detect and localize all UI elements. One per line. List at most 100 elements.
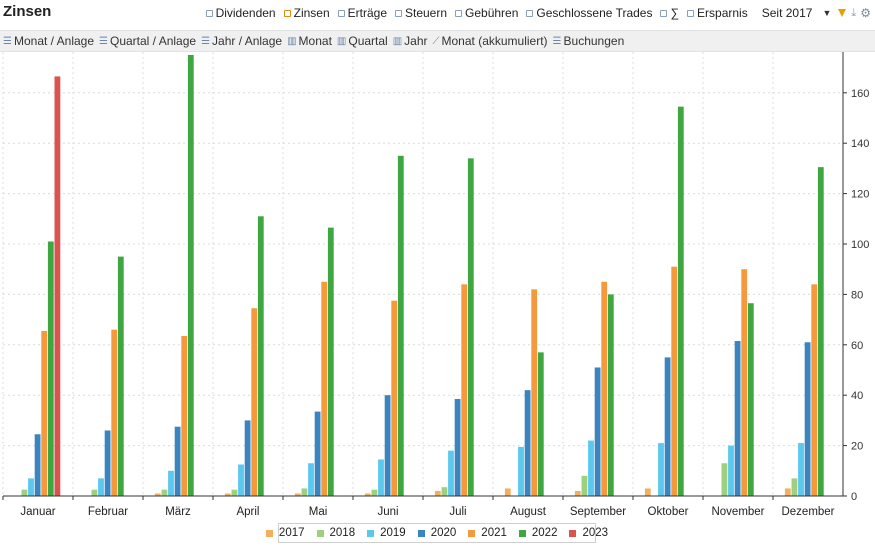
bar-2020-februar[interactable]	[104, 430, 111, 496]
bar-2018-mai[interactable]	[301, 488, 308, 496]
bar-2020-mai[interactable]	[314, 411, 321, 496]
bar-2019-oktober[interactable]	[658, 443, 664, 496]
bar-2022-juli[interactable]	[467, 158, 474, 496]
bar-2020-april[interactable]	[244, 420, 251, 496]
bar-2019-februar[interactable]	[98, 478, 104, 496]
bar-2020-juli[interactable]	[454, 398, 461, 496]
bar-2021-februar[interactable]	[111, 329, 118, 496]
bar-2020-märz[interactable]	[174, 426, 181, 496]
bar-2019-märz[interactable]	[168, 470, 174, 496]
bar-2021-november[interactable]	[741, 269, 748, 496]
bar-2017-juni[interactable]	[364, 493, 371, 496]
bar-2020-januar[interactable]	[34, 434, 41, 496]
bar-2020-dezember[interactable]	[804, 342, 811, 496]
bar-2022-oktober[interactable]	[677, 106, 684, 496]
bar-2021-oktober[interactable]	[671, 266, 678, 496]
view-month-cumulative[interactable]: ⟋ Monat (akkumuliert)	[432, 34, 548, 48]
toggle-ersparnis[interactable]: Ersparnis	[687, 6, 748, 20]
view-year[interactable]: ▥ Jahr	[392, 34, 428, 48]
bar-2022-november[interactable]	[747, 303, 754, 496]
bar-2017-märz[interactable]	[154, 493, 161, 496]
bar-2023-januar[interactable]	[54, 76, 61, 497]
bar-2018-september[interactable]	[581, 475, 588, 496]
view-year-asset[interactable]: ☰ Jahr / Anlage	[201, 34, 283, 48]
interest-chart: 0 20 40 60 80 100 120 140 160 Januar Februar März Ap…	[2, 52, 869, 518]
legend-label: 2022	[531, 527, 558, 539]
bar-2018-dezember[interactable]	[791, 478, 798, 496]
legend-item-2017[interactable]: 2017	[265, 527, 305, 539]
bar-2021-januar[interactable]	[41, 330, 48, 496]
bar-2019-mai[interactable]	[308, 463, 314, 496]
bar-2022-april[interactable]	[257, 216, 264, 496]
bar-2019-juli[interactable]	[448, 450, 454, 496]
since-select[interactable]: Seit 2017 ▼	[762, 6, 832, 20]
bar-2021-dezember[interactable]	[811, 284, 818, 496]
legend-item-2019[interactable]: 2019	[367, 527, 406, 539]
bar-2018-juni[interactable]	[371, 489, 378, 496]
bar-2019-januar[interactable]	[28, 478, 34, 496]
toggle-gebuehren[interactable]: Gebühren	[455, 6, 518, 20]
bar-2017-august[interactable]	[504, 488, 511, 496]
bar-2022-januar[interactable]	[47, 241, 54, 496]
toggle-steuern[interactable]: Steuern	[395, 6, 447, 20]
bar-2021-juni[interactable]	[391, 300, 398, 496]
bar-2022-mai[interactable]	[327, 227, 334, 496]
export-icon[interactable]: ⤓	[851, 6, 857, 19]
toggle-geschlossene-trades[interactable]: Geschlossene Trades	[526, 6, 652, 20]
view-month-asset[interactable]: ☰ Monat / Anlage	[3, 34, 95, 48]
bar-2018-februar[interactable]	[91, 489, 98, 496]
bar-2022-juni[interactable]	[397, 155, 404, 497]
bar-2017-september[interactable]	[574, 490, 581, 496]
toggle-zinsen[interactable]: Zinsen	[283, 6, 330, 20]
filter-icon[interactable]	[838, 9, 847, 17]
bar-2021-märz[interactable]	[181, 335, 188, 496]
bar-2022-august[interactable]	[537, 352, 544, 496]
checkbox-icon	[283, 9, 291, 17]
view-quarter[interactable]: ▥ Quartal	[336, 34, 388, 48]
view-quarter-asset[interactable]: ☰ Quartal / Anlage	[99, 34, 197, 48]
bar-2021-april[interactable]	[251, 308, 258, 496]
bar-2017-april[interactable]	[224, 493, 231, 496]
gear-icon[interactable]: ⚙	[860, 6, 871, 20]
bar-2022-dezember[interactable]	[817, 167, 824, 496]
y-tick-label: 140	[851, 138, 869, 150]
bar-2018-märz[interactable]	[161, 489, 168, 496]
bar-2019-september[interactable]	[588, 440, 594, 496]
bar-2019-juni[interactable]	[378, 459, 384, 496]
bar-2019-august[interactable]	[518, 446, 524, 496]
legend-item-2023[interactable]: 2023	[569, 527, 608, 539]
legend-item-2020[interactable]: 2020	[417, 527, 456, 539]
bar-2021-september[interactable]	[601, 281, 608, 496]
bar-2022-märz[interactable]	[187, 55, 194, 496]
bar-2021-mai[interactable]	[321, 281, 328, 496]
bar-2020-november[interactable]	[734, 341, 741, 496]
legend-item-2022[interactable]: 2022	[518, 527, 558, 539]
legend-item-2018[interactable]: 2018	[316, 527, 355, 539]
bar-2020-juni[interactable]	[384, 395, 391, 496]
x-tick-label: Januar	[20, 506, 55, 518]
bar-2018-april[interactable]	[231, 489, 238, 496]
bar-2018-januar[interactable]	[21, 489, 28, 496]
bar-2020-september[interactable]	[594, 367, 601, 496]
bar-2021-august[interactable]	[531, 289, 538, 496]
bar-2020-august[interactable]	[524, 390, 531, 496]
view-bookings[interactable]: ☰ Buchungen	[552, 34, 625, 48]
bar-2017-dezember[interactable]	[784, 488, 791, 496]
bar-2017-mai[interactable]	[294, 493, 301, 496]
toggle-ertraege[interactable]: Erträge	[337, 6, 387, 20]
bar-2022-februar[interactable]	[117, 256, 124, 496]
bar-2019-april[interactable]	[238, 464, 244, 497]
bar-2017-oktober[interactable]	[644, 488, 651, 496]
bar-2018-november[interactable]	[721, 463, 728, 496]
bar-2019-dezember[interactable]	[798, 443, 804, 496]
bar-2021-juli[interactable]	[461, 284, 468, 496]
bar-2018-juli[interactable]	[441, 487, 448, 496]
bar-2019-november[interactable]	[728, 445, 734, 496]
toggle-dividenden[interactable]: Dividenden	[205, 6, 276, 20]
bar-2022-september[interactable]	[607, 294, 614, 496]
legend-item-2021[interactable]: 2021	[468, 527, 507, 539]
bar-2017-juli[interactable]	[434, 490, 441, 496]
bar-2020-oktober[interactable]	[664, 357, 671, 496]
view-month[interactable]: ▥ Monat	[287, 34, 332, 48]
toggle-sum[interactable]: ∑	[660, 6, 679, 20]
